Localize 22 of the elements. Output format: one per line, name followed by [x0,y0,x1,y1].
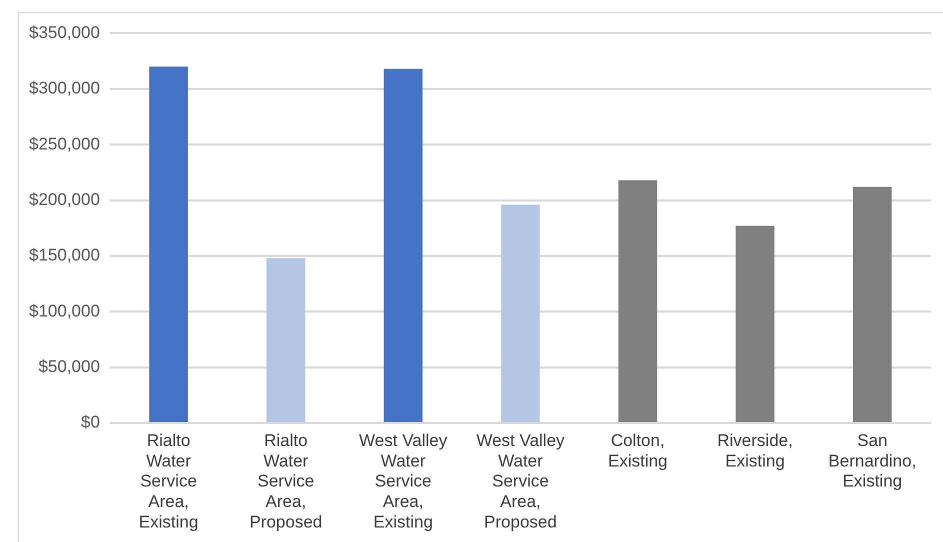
x-tick-label: Colton, Existing [608,430,668,470]
y-tick-label: $300,000 [29,78,100,98]
bar [852,186,892,422]
bar [736,226,774,422]
bar [501,204,540,422]
x-tick-label: Rialto Water Service Area, Existing [138,430,198,532]
bar [384,68,423,422]
y-tick-label: $150,000 [29,246,100,265]
bar [618,180,658,422]
y-tick-label: $100,000 [29,301,100,320]
x-tick-label: Riverside, Existing [717,430,793,470]
x-tick-label: San Bernardino, Existing [828,430,916,491]
x-tick-label: West Valley Water Service Area, Proposed [476,430,566,532]
x-tick-label: West Valley Water Service Area, Existing [359,430,448,532]
y-tick-label: $50,000 [38,357,100,376]
y-tick-label: $0 [80,412,100,432]
y-tick-label: $200,000 [29,190,100,209]
y-tick-label: $250,000 [29,134,100,154]
bar [149,66,188,422]
x-tick-label: Rialto Water Service Area, Proposed [249,430,322,532]
y-tick-label: $350,000 [29,22,100,42]
bar [266,258,306,422]
